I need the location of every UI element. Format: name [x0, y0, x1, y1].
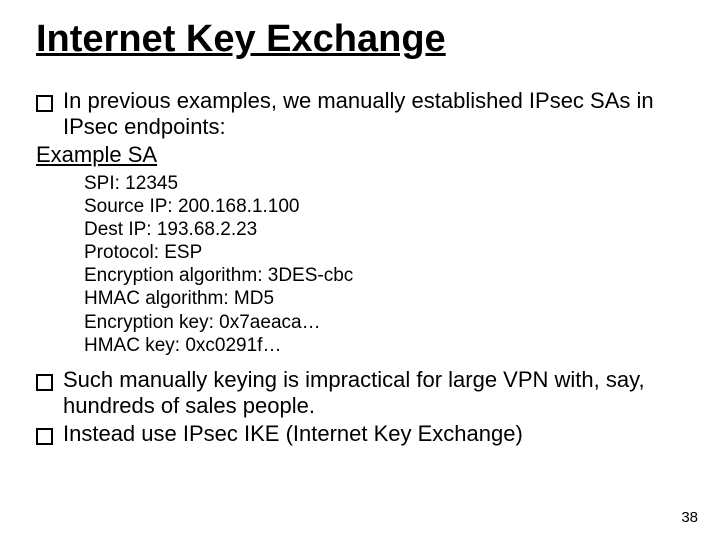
bullet-marker-icon: [36, 374, 53, 391]
page-number: 38: [681, 509, 698, 526]
sa-spi: SPI: 12345: [84, 172, 684, 195]
bullet-text: Instead use IPsec IKE (Internet Key Exch…: [63, 421, 684, 447]
example-sa-heading: Example SA: [36, 142, 684, 168]
sa-proto: Protocol: ESP: [84, 241, 684, 264]
bullet-item: Instead use IPsec IKE (Internet Key Exch…: [36, 421, 684, 447]
slide-title: Internet Key Exchange: [36, 18, 684, 62]
sa-dst-ip: Dest IP: 193.68.2.23: [84, 218, 684, 241]
bullet-text: Such manually keying is impractical for …: [63, 367, 684, 419]
bullet-item: In previous examples, we manually establ…: [36, 88, 684, 140]
sa-src-ip: Source IP: 200.168.1.100: [84, 195, 684, 218]
sa-encalg: Encryption algorithm: 3DES-cbc: [84, 264, 684, 287]
sa-hmacalg: HMAC algorithm: MD5: [84, 287, 684, 310]
slide: Internet Key Exchange In previous exampl…: [0, 0, 720, 540]
bullet-marker-icon: [36, 95, 53, 112]
slide-body: In previous examples, we manually establ…: [36, 88, 684, 447]
sa-block: SPI: 12345 Source IP: 200.168.1.100 Dest…: [84, 172, 684, 357]
bullet-marker-icon: [36, 428, 53, 445]
bullet-item: Such manually keying is impractical for …: [36, 367, 684, 419]
bullet-text: In previous examples, we manually establ…: [63, 88, 684, 140]
sa-hmackey: HMAC key: 0xc0291f…: [84, 334, 684, 357]
sa-enckey: Encryption key: 0x7aeaca…: [84, 311, 684, 334]
